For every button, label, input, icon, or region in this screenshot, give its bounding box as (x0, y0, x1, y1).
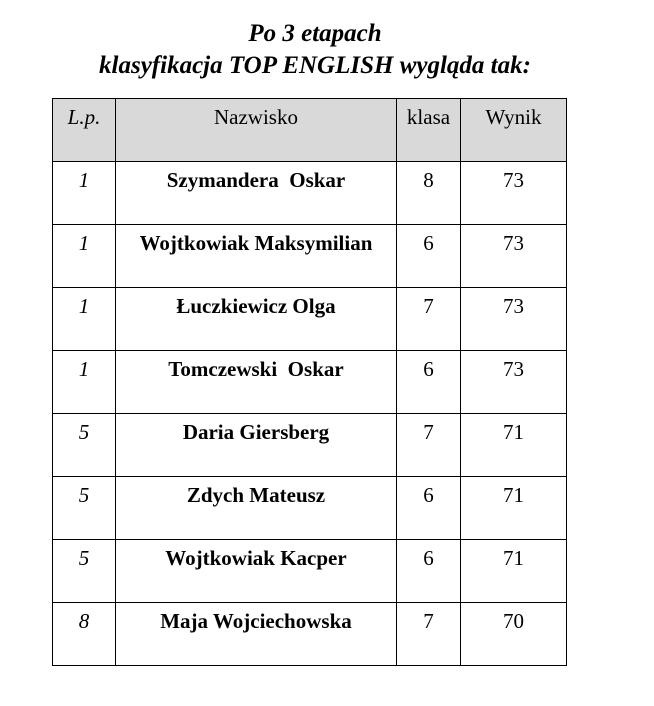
table-row: 5 Daria Giersberg 7 71 (52, 413, 567, 477)
klasa-cell: 7 (396, 413, 461, 477)
lp-cell: 5 (52, 413, 116, 477)
lp-cell: 1 (52, 287, 116, 351)
wynik-cell: 73 (460, 224, 567, 288)
table-row: 8 Maja Wojciechowska 7 70 (52, 602, 567, 666)
wynik-cell: 71 (460, 413, 567, 477)
name-cell: Szymandera Oskar (115, 161, 397, 225)
name-cell: Wojtkowiak Maksymilian (115, 224, 397, 288)
lp-cell: 1 (52, 161, 116, 225)
lp-cell: 1 (52, 350, 116, 414)
klasa-cell: 6 (396, 539, 461, 603)
lp-cell: 8 (52, 602, 116, 666)
header-cell: klasa (396, 98, 461, 162)
klasa-cell: 6 (396, 224, 461, 288)
name-cell: Tomczewski Oskar (115, 350, 397, 414)
title-line: Po 3 etapach (248, 20, 382, 47)
klasa-cell: 7 (396, 287, 461, 351)
table-row: 1 Tomczewski Oskar 6 73 (52, 350, 567, 414)
name-cell: Wojtkowiak Kacper (115, 539, 397, 603)
name-cell: Daria Giersberg (115, 413, 397, 477)
title-line: klasyfikacja TOP ENGLISH wygląda tak: (99, 52, 531, 79)
wynik-cell: 73 (460, 287, 567, 351)
header-cell: Wynik (460, 98, 567, 162)
table-row: 1 Łuczkiewicz Olga 7 73 (52, 287, 567, 351)
wynik-cell: 73 (460, 161, 567, 225)
lp-cell: 5 (52, 476, 116, 540)
wynik-cell: 71 (460, 539, 567, 603)
wynik-cell: 73 (460, 350, 567, 414)
table-row: 5 Wojtkowiak Kacper 6 71 (52, 539, 567, 603)
name-cell: Maja Wojciechowska (115, 602, 397, 666)
table-row: 5 Zdych Mateusz 6 71 (52, 476, 567, 540)
lp-cell: 1 (52, 224, 116, 288)
header-cell: Nazwisko (115, 98, 397, 162)
name-cell: Zdych Mateusz (115, 476, 397, 540)
klasa-cell: 8 (396, 161, 461, 225)
name-cell: Łuczkiewicz Olga (115, 287, 397, 351)
table-row: 1 Wojtkowiak Maksymilian 6 73 (52, 224, 567, 288)
klasa-cell: 6 (396, 476, 461, 540)
klasa-cell: 7 (396, 602, 461, 666)
wynik-cell: 71 (460, 476, 567, 540)
header-row: L.p. Nazwisko klasa Wynik (52, 98, 567, 162)
ranking-table: L.p. Nazwisko klasa Wynik 1 Szymandera Oskar 8… (52, 98, 567, 666)
wynik-cell: 70 (460, 602, 567, 666)
header-cell: L.p. (52, 98, 116, 162)
lp-cell: 5 (52, 539, 116, 603)
table-row: 1 Szymandera Oskar 8 73 (52, 161, 567, 225)
klasa-cell: 6 (396, 350, 461, 414)
